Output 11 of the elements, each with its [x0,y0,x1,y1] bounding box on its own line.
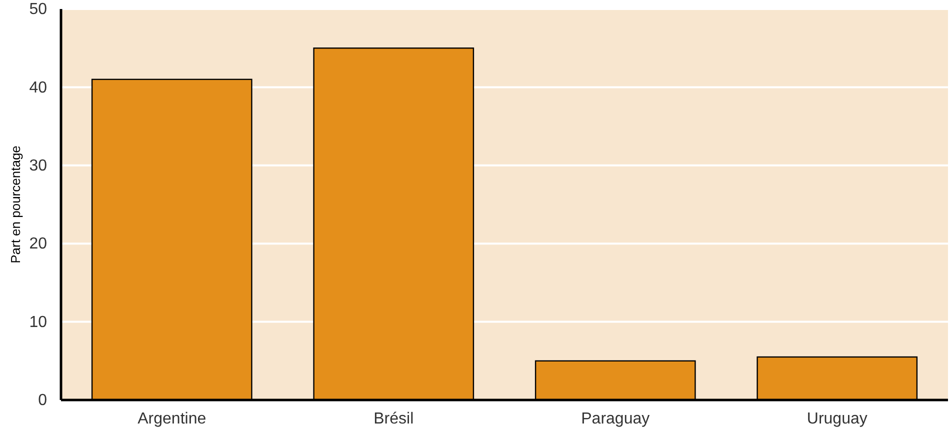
y-tick-label: 20 [29,236,48,253]
x-tick-label: Argentine [138,410,206,428]
y-tick-label: 0 [38,392,48,410]
y-tick-label: 40 [29,79,48,96]
y-tick-label: 50 [29,1,48,18]
x-tick-label: Paraguay [581,410,650,428]
y-axis-title: Part en pourcentage [8,146,23,264]
y-tick-label: 10 [29,314,48,331]
y-tick-label: 30 [29,158,48,175]
x-tick-label: Uruguay [806,410,868,428]
x-tick-label: Brésil [374,410,414,428]
